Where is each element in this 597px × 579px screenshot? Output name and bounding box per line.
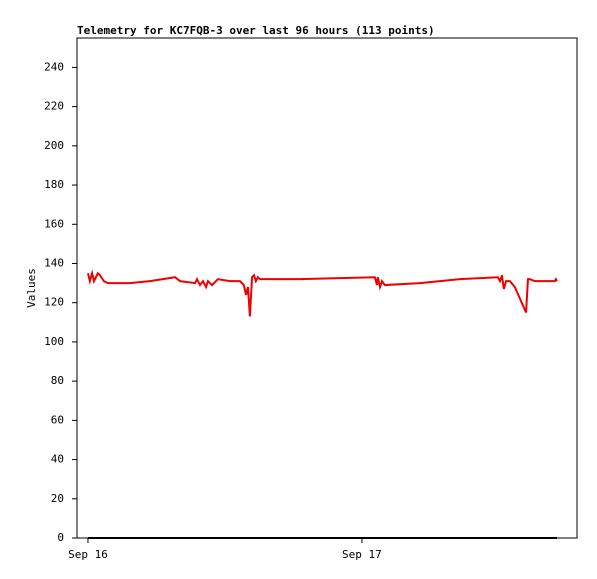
y-tick-label: 140 [44,256,64,269]
y-tick-label: 80 [51,374,64,387]
y-tick-label: 60 [51,413,64,426]
y-tick-label: 240 [44,60,64,73]
y-tick-label: 220 [44,100,64,113]
plot-frame [76,37,578,539]
y-tick-label: 40 [51,453,64,466]
y-tick-label: 20 [51,492,64,505]
x-tick-label: Sep 16 [68,548,108,561]
x-tick-label: Sep 17 [342,548,382,561]
y-tick-label: 0 [57,531,64,544]
data-line [86,269,558,317]
chart-title: Telemetry for KC7FQB-3 over last 96 hour… [77,24,435,37]
y-tick-label: 200 [44,139,64,152]
y-tick-label: 160 [44,217,64,230]
y-axis-label: Values [25,268,38,308]
y-tick-label: 100 [44,335,64,348]
y-tick-label: 180 [44,178,64,191]
y-tick-label: 120 [44,296,64,309]
